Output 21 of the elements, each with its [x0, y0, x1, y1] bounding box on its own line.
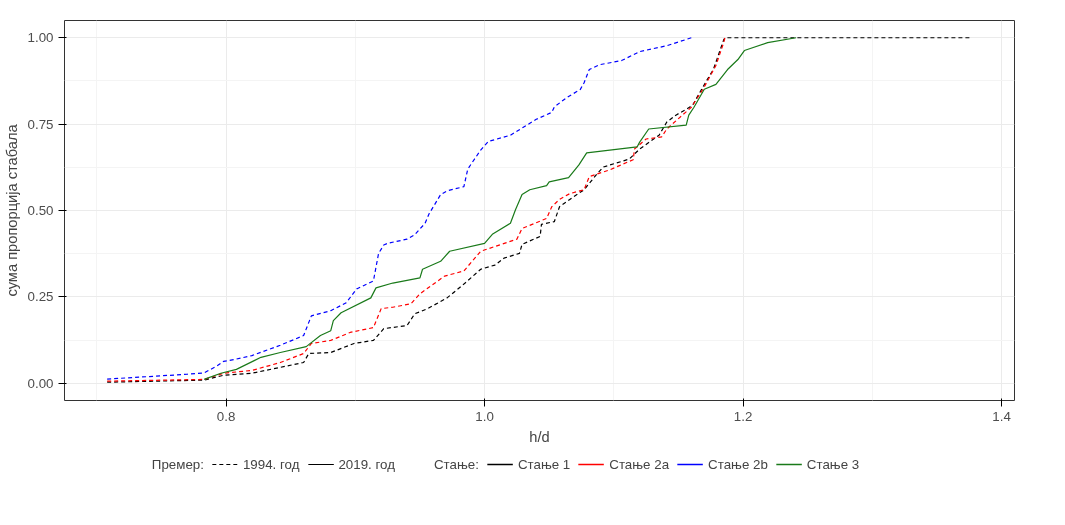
legend-label: Стање 2b — [708, 456, 768, 472]
y-tick-label: 0.50 — [27, 203, 54, 218]
legend-label: Стање 3 — [806, 456, 860, 472]
y-tick-label: 0.75 — [27, 116, 54, 132]
line-series — [203, 37, 797, 381]
text: 1994. год — [242, 456, 300, 472]
text: 2019. год — [338, 456, 395, 472]
y-tick-label: 1.00 — [27, 30, 54, 46]
x-tick-label: 1.0 — [475, 408, 494, 424]
legend-label: Стање 1 — [517, 456, 571, 472]
text: Премер: — [151, 456, 204, 472]
x-tick-label: 1.2 — [733, 408, 753, 424]
x-tick-label: 1.4 — [992, 408, 1012, 424]
y-tick-label: 0.25 — [27, 289, 54, 305]
legend-label: Стање 2a — [609, 456, 670, 472]
y-tick-label: 0.00 — [27, 375, 54, 391]
line-series — [106, 37, 972, 383]
y-axis-title: сума пропорција стабала — [3, 123, 20, 297]
x-tick-label: 0.8 — [216, 408, 236, 424]
legend-title: Стање: — [433, 456, 479, 472]
x-axis-title: h/d — [529, 428, 550, 445]
